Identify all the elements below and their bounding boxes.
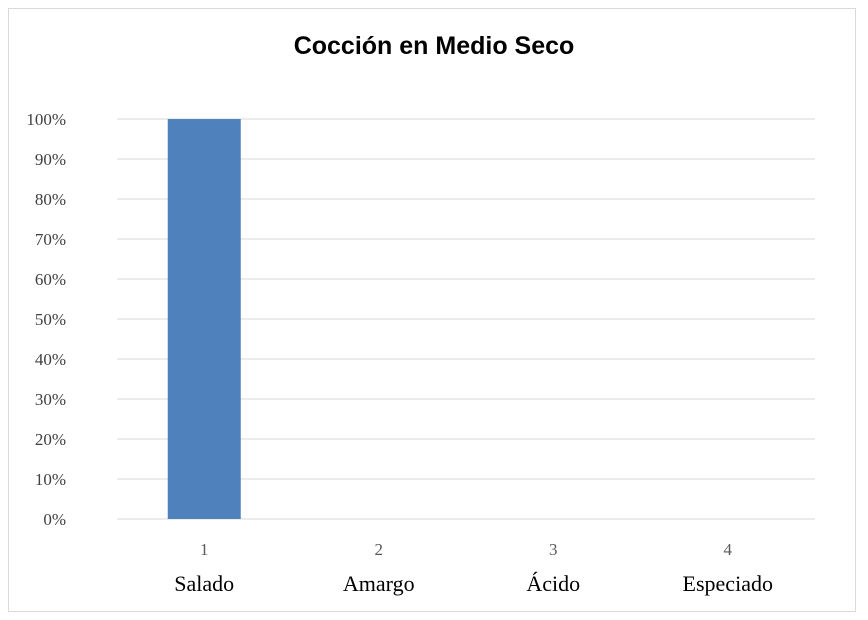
y-tick-label: 30%: [35, 390, 66, 409]
x-tick-label: 1: [200, 540, 209, 559]
y-tick-label: 20%: [35, 430, 66, 449]
x-tick-label: 4: [724, 540, 733, 559]
y-axis-ticks: 0% 10% 20% 30% 40% 50% 60% 70% 80% 90% 100%: [26, 110, 66, 529]
x-category-label: Ácido: [526, 571, 580, 596]
x-tick-label: 2: [375, 540, 384, 559]
y-tick-label: 40%: [35, 350, 66, 369]
chart-area: [8, 8, 856, 612]
y-tick-label: 70%: [35, 230, 66, 249]
y-tick-label: 50%: [35, 310, 66, 329]
x-category-label: Amargo: [343, 571, 415, 596]
bar: [167, 119, 241, 519]
y-tick-label: 0%: [43, 510, 66, 529]
x-axis-ticks: 1 Salado 2 Amargo 3 Ácido 4 Especiado: [174, 540, 773, 596]
x-category-label: Salado: [174, 571, 234, 596]
y-tick-label: 60%: [35, 270, 66, 289]
y-tick-label: 80%: [35, 190, 66, 209]
chart-title: Cocción en Medio Seco: [293, 32, 575, 60]
x-category-label: Especiado: [683, 571, 773, 596]
y-tick-label: 10%: [35, 470, 66, 489]
x-tick-label: 3: [549, 540, 558, 559]
y-tick-label: 100%: [26, 110, 66, 129]
y-tick-label: 90%: [35, 150, 66, 169]
bars: [167, 119, 241, 519]
